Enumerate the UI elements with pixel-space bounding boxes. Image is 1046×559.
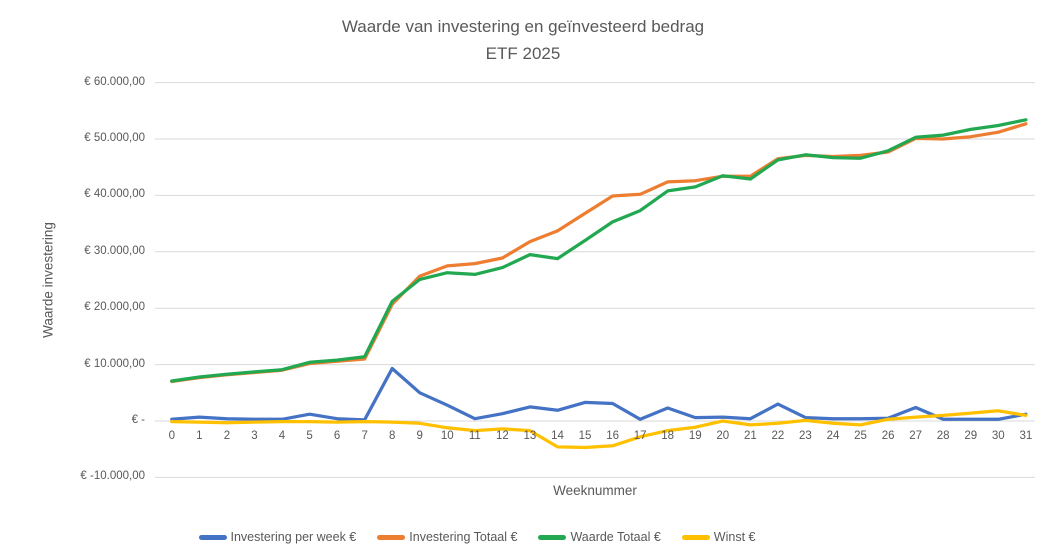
x-tick-label: 27 [909, 430, 923, 442]
series-line-waarde-totaal [170, 118, 1028, 383]
chart-title: Waarde van investering en geïnvesteerd b… [341, 17, 705, 36]
x-tick-label: 14 [551, 430, 564, 442]
series-line-winst [170, 409, 1028, 450]
x-axis-title: Weeknummer [553, 483, 637, 498]
x-tick-label: 2 [223, 430, 231, 442]
x-tick-label: 0 [168, 430, 175, 442]
x-tick-label: 29 [964, 430, 978, 442]
y-tick-label: € 50.000,00 [84, 132, 145, 144]
legend-swatch-icon [681, 534, 710, 540]
legend-swatch-icon [198, 534, 227, 540]
x-tick-label: 23 [799, 430, 812, 442]
legend-item: Investering per week € [198, 530, 357, 544]
x-tick-label: 21 [743, 430, 757, 442]
x-tick-label: 28 [936, 430, 950, 442]
x-tick-label: 19 [688, 430, 702, 442]
legend-item: Investering Totaal € [377, 530, 517, 544]
legend-label: Investering per week € [230, 530, 357, 544]
x-tick-label: 24 [826, 430, 840, 442]
x-tick-label: 12 [495, 430, 509, 442]
x-tick-label: 17 [633, 430, 647, 442]
y-tick-label: € - [131, 414, 145, 426]
chart-subtitle: ETF 2025 [485, 44, 561, 63]
x-tick-label: 13 [523, 430, 537, 442]
x-tick-label: 20 [716, 430, 730, 442]
y-tick-label: € 40.000,00 [84, 188, 145, 201]
x-tick-label: 10 [440, 430, 454, 442]
x-tick-label: 22 [771, 430, 785, 442]
x-tick-label: 5 [306, 430, 313, 442]
x-tick-label: 26 [881, 430, 895, 442]
x-tick-label: 7 [361, 430, 368, 442]
x-tick-label: 9 [416, 430, 423, 442]
x-tick-label: 11 [468, 430, 481, 442]
x-tick-label: 18 [661, 430, 675, 442]
legend-swatch-icon [377, 534, 406, 540]
y-tick-label: € 60.000,00 [84, 75, 145, 88]
series-line-investering-totaal [170, 122, 1028, 384]
legend-swatch-icon [538, 534, 567, 540]
x-tick-label: 30 [991, 430, 1005, 442]
x-tick-label: 8 [388, 430, 396, 442]
series-line-investering-per-week [170, 366, 1028, 422]
legend-label: Investering Totaal € [409, 530, 518, 544]
x-tick-label: 6 [333, 430, 341, 442]
x-tick-label: 4 [278, 430, 286, 442]
legend: Investering per week € Investering Totaal… [0, 530, 1000, 544]
x-tick-label: 15 [578, 430, 592, 442]
legend-label: Winst € [713, 530, 756, 544]
y-tick-label: € 30.000,00 [84, 244, 145, 257]
y-tick-label: € 10.000,00 [84, 357, 145, 370]
y-tick-label: € 20.000,00 [84, 301, 145, 314]
legend-item: Winst € [681, 530, 756, 544]
x-tick-label: 25 [854, 430, 867, 442]
y-tick-label: € -10.000,00 [80, 470, 145, 483]
x-tick-label: 3 [251, 430, 258, 442]
x-tick-label: 31 [1019, 430, 1033, 442]
chart-title-block: Waarde van investering en geïnvesteerd b… [0, 13, 1046, 67]
x-tick-label: 1 [196, 430, 203, 442]
legend-label: Waarde Totaal € [570, 530, 661, 544]
legend-item: Waarde Totaal € [538, 530, 661, 544]
x-tick-label: 16 [606, 430, 619, 442]
